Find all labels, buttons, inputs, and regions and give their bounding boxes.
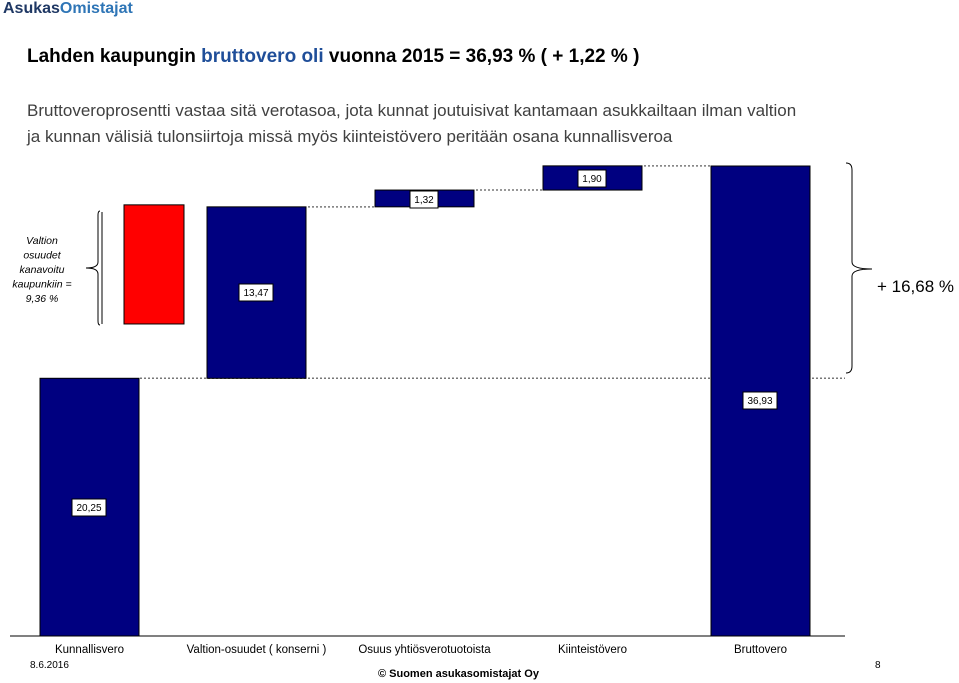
category-label: Bruttovero (734, 644, 787, 656)
category-label: Osuus yhtiösverotuotoista (358, 644, 491, 656)
data-label: 1,90 (582, 174, 602, 185)
valtionosuudet-side-bar (123, 204, 185, 325)
description-line-1: Bruttoveroprosentti vastaa sitä verotaso… (27, 101, 797, 120)
category-label: Kiinteistövero (558, 644, 627, 656)
data-label-box (577, 169, 607, 188)
category-label: Valtion-osuudet ( konserni ) (187, 644, 327, 656)
data-label: 36,93 (747, 396, 772, 407)
annotations-layer: Valtion osuudet kanavoitu kaupunkiin = 9,36 … (12, 162, 954, 374)
data-label-box (238, 283, 274, 302)
left-annotation-line: 9,36 % (26, 293, 59, 305)
data-label: 13,47 (243, 288, 268, 299)
data-label: 20,25 (76, 503, 101, 514)
right-brace (845, 162, 873, 374)
copyright: © Suomen asukasomistajat Oy (378, 668, 539, 680)
category-label: Kunnallisvero (55, 644, 124, 656)
left-annotation-line: kanavoitu (20, 264, 65, 276)
data-label-box (742, 391, 778, 410)
left-annotation-line: kaupunkiin = (12, 279, 71, 291)
page-number: 8 (875, 660, 881, 671)
left-annotation-line: osuudet (23, 250, 61, 262)
left-annotation-line: Valtion (26, 235, 58, 247)
logo: AsukasOmistajat (3, 0, 133, 17)
right-annotation: + 16,68 % (877, 277, 954, 296)
data-label: 1,32 (414, 195, 434, 206)
description-line-2: ja kunnan välisiä tulonsiirtoja missä my… (27, 127, 673, 146)
data-label-box (71, 498, 107, 517)
page-title: Lahden kaupungin bruttovero oli vuonna 2… (27, 46, 640, 67)
description: Bruttoveroprosentti vastaa sitä verotaso… (27, 98, 927, 150)
left-brace (85, 210, 101, 326)
data-label-box (409, 190, 439, 209)
footer-date: 8.6.2016 (30, 660, 69, 671)
bars-layer: 20,25 13,47 1,32 1,90 36,93 Kunnallisvero Valt… (10, 165, 845, 656)
